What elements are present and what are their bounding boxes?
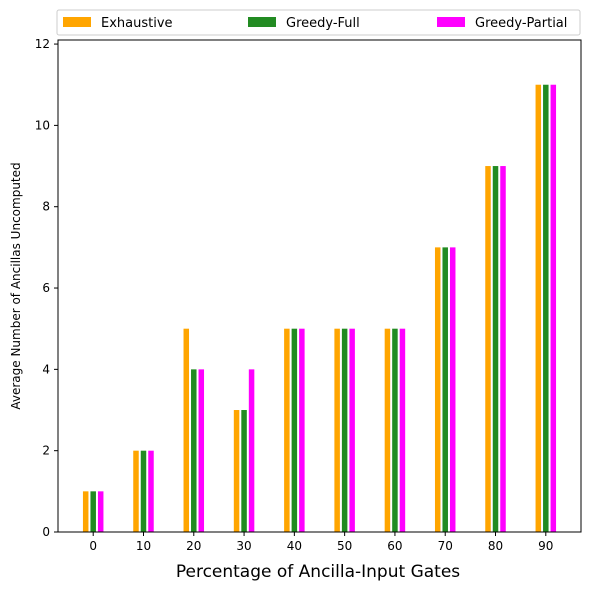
x-tick-label: 70 [438,539,453,553]
bar-greedy-full-10 [141,451,147,532]
bar-exhaustive-30 [234,410,240,532]
x-tick-label: 40 [287,539,302,553]
legend-swatch-exhaustive [63,17,91,27]
bar-greedy-partial-90 [551,85,557,532]
bar-exhaustive-70 [435,247,441,532]
bar-greedy-partial-80 [500,166,506,532]
y-tick-label: 4 [42,362,50,376]
bar-greedy-full-80 [493,166,499,532]
x-axis-title: Percentage of Ancilla-Input Gates [176,562,460,582]
bar-greedy-partial-70 [450,247,456,532]
bar-greedy-full-0 [90,491,96,532]
bar-exhaustive-20 [184,329,190,532]
x-tick-label: 60 [387,539,402,553]
bar-greedy-full-30 [241,410,247,532]
bar-greedy-partial-0 [98,491,104,532]
y-tick-label: 8 [42,200,50,214]
legend-label-greedy-partial: Greedy-Partial [475,16,567,31]
y-ticks: 0 2 4 6 8 10 12 [35,37,58,539]
bar-greedy-full-90 [543,85,549,532]
bar-greedy-full-20 [191,369,197,532]
x-ticks: 0 10 20 30 40 50 60 70 80 90 [89,532,553,553]
y-axis-title: Average Number of Ancillas Uncomputed [9,162,23,409]
legend-swatch-greedy-full [248,17,276,27]
bar-exhaustive-50 [334,329,340,532]
y-tick-label: 2 [42,444,50,458]
bar-exhaustive-40 [284,329,290,532]
x-tick-label: 10 [136,539,151,553]
x-tick-label: 50 [337,539,352,553]
legend-label-greedy-full: Greedy-Full [286,16,360,31]
bar-greedy-full-50 [342,329,348,532]
y-tick-label: 10 [35,118,50,132]
bar-greedy-full-40 [292,329,298,532]
bar-greedy-partial-30 [249,369,255,532]
x-tick-label: 20 [186,539,201,553]
x-tick-label: 30 [236,539,251,553]
legend-swatch-greedy-partial [437,17,465,27]
x-tick-label: 90 [538,539,553,553]
legend: Exhaustive Greedy-Full Greedy-Partial [57,10,580,35]
y-tick-label: 12 [35,37,50,51]
bar-exhaustive-90 [536,85,542,532]
bar-greedy-partial-60 [400,329,406,532]
bar-exhaustive-60 [385,329,391,532]
bar-greedy-partial-20 [199,369,205,532]
legend-label-exhaustive: Exhaustive [101,16,173,31]
x-tick-label: 80 [488,539,503,553]
bar-exhaustive-80 [485,166,491,532]
bar-greedy-full-60 [392,329,398,532]
x-tick-label: 0 [89,539,97,553]
bar-greedy-partial-40 [299,329,305,532]
bar-greedy-partial-50 [349,329,355,532]
bar-exhaustive-0 [83,491,89,532]
y-tick-label: 0 [42,525,50,539]
bars-layer [83,85,556,532]
y-tick-label: 6 [42,281,50,295]
bar-greedy-partial-10 [148,451,154,532]
bar-exhaustive-10 [133,451,139,532]
bar-greedy-full-70 [442,247,448,532]
